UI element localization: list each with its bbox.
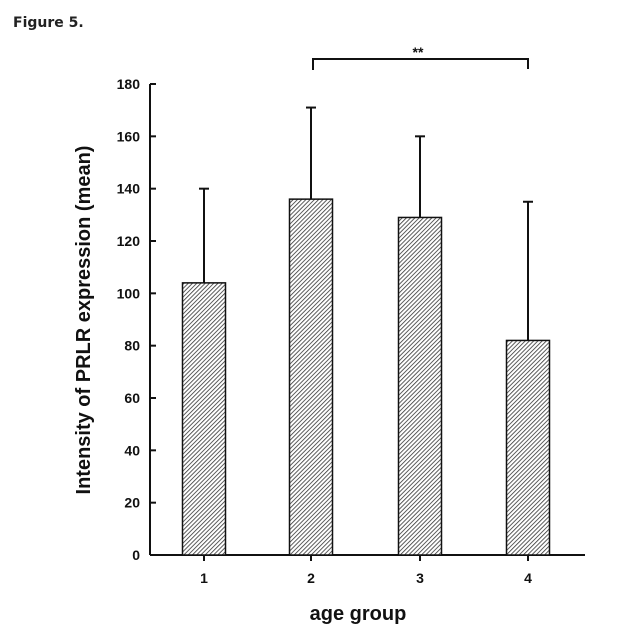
- y-tick-label: 140: [117, 181, 141, 197]
- bar-group-1: [181, 282, 227, 556]
- significance-bracket: [312, 58, 529, 70]
- x-tick-label: 2: [307, 570, 315, 586]
- y-tick-label: 180: [117, 76, 141, 92]
- x-tick-label: 4: [524, 570, 532, 586]
- y-tick-label: 80: [124, 338, 140, 354]
- y-tick-label: 20: [124, 495, 140, 511]
- bar-group-4: [505, 339, 551, 556]
- x-axis-title: age group: [310, 603, 407, 625]
- x-tick-label: 3: [416, 570, 424, 586]
- y-tick-label: 100: [117, 285, 141, 301]
- figure-label: Figure 5.: [13, 15, 84, 31]
- y-tick-label: 120: [117, 233, 141, 249]
- bar-group-2: [288, 198, 334, 556]
- y-tick-label: 60: [124, 390, 140, 406]
- y-tick-label: 160: [117, 128, 141, 144]
- significance-label: **: [413, 44, 424, 60]
- y-tick-label: 40: [124, 442, 140, 458]
- bar-group-3: [397, 216, 443, 556]
- y-axis-title: Intensity of PRLR expression (mean): [73, 146, 95, 495]
- x-tick-label: 1: [200, 570, 208, 586]
- y-tick-label: 0: [132, 547, 140, 563]
